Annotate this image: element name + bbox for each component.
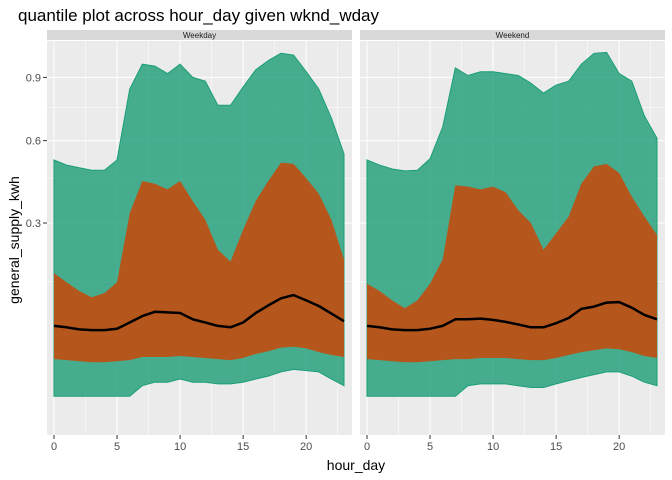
x-tick-label: 0 (364, 441, 370, 453)
y-tick-label: 0.3 (26, 218, 41, 230)
x-ticks-weekend: 0 5 10 15 20 (364, 435, 625, 453)
x-tick-label: 0 (51, 441, 57, 453)
strip-weekend (360, 30, 665, 40)
panel-weekday: Weekday 0 5 10 15 20 (47, 30, 352, 453)
y-axis-ticks: 0.3 0.6 0.9 (26, 72, 47, 230)
inner-quantile-band-weekday (54, 162, 344, 363)
x-tick-label: 15 (550, 441, 562, 453)
x-tick-label: 15 (237, 441, 249, 453)
strip-label-weekday: Weekday (183, 31, 216, 40)
x-axis-title: hour_day (327, 457, 385, 473)
strip-label-weekend: Weekend (496, 31, 530, 40)
inner-quantile-band-weekend (367, 163, 657, 363)
y-axis-title: general_supply_kwh (6, 176, 22, 304)
x-tick-label: 20 (613, 441, 625, 453)
y-tick-label: 0.9 (26, 72, 41, 84)
x-ticks-weekday: 0 5 10 15 20 (51, 435, 312, 453)
median-line-weekend (366, 300, 658, 332)
x-tick-label: 5 (114, 441, 120, 453)
y-tick-label: 0.6 (26, 136, 41, 148)
x-tick-label: 10 (174, 441, 186, 453)
x-tick-label: 10 (487, 441, 499, 453)
chart-title: quantile plot across hour_day given wknd… (18, 6, 380, 25)
strip-weekday (47, 30, 352, 40)
x-tick-label: 5 (427, 441, 433, 453)
median-line-weekday (53, 293, 345, 332)
panel-weekend: Weekend 0 5 10 15 20 (360, 30, 665, 453)
x-tick-label: 20 (300, 441, 312, 453)
